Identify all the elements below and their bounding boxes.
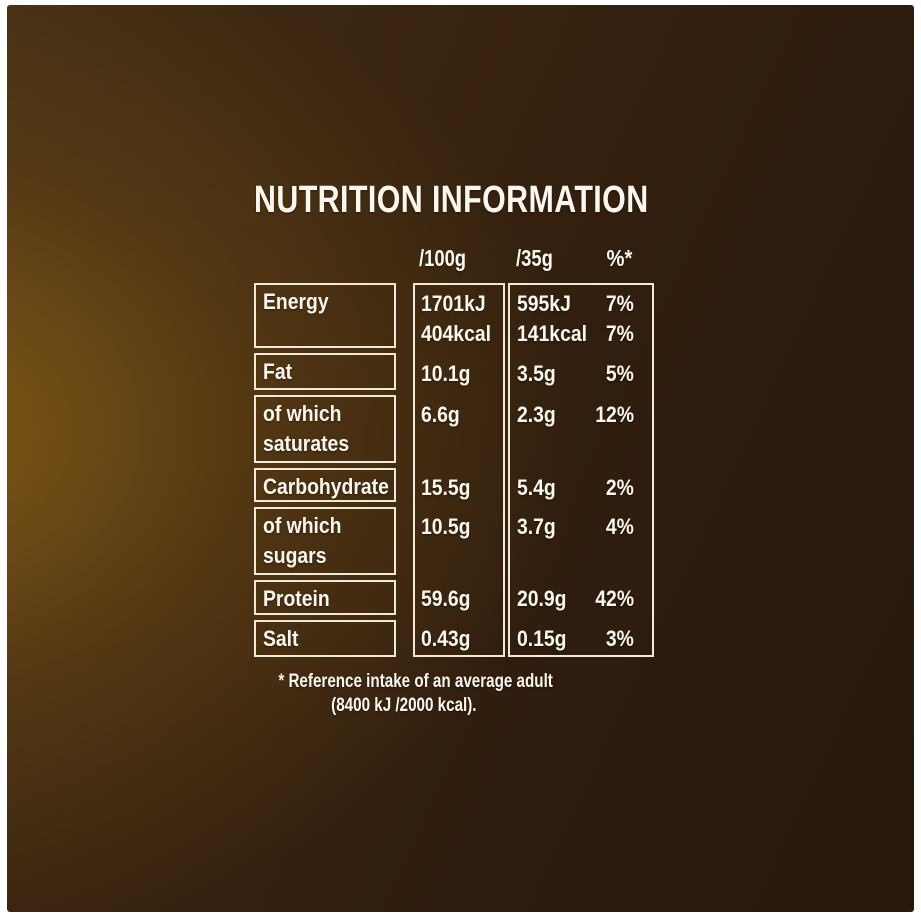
value-saturates-percent: 12%: [595, 402, 635, 428]
footnote: * Reference intake of an average adult (…: [244, 670, 564, 718]
value-energy-percent: 7% 7%: [606, 291, 634, 346]
column-gap: [396, 283, 413, 657]
row-label-saturates: of which saturates: [254, 395, 396, 463]
label-background: [7, 5, 914, 912]
row-label-sugars: of which sugars: [254, 507, 396, 575]
value-salt-per35g: 0.15g 3%: [510, 620, 652, 655]
row-label-energy: Energy: [254, 283, 396, 348]
value-saturates-per35g: 2.3g 12%: [510, 396, 652, 464]
column-header-per100g: /100g: [419, 245, 467, 271]
value-saturates-per100g: 6.6g: [421, 402, 460, 428]
row-label-protein: Protein: [254, 580, 396, 615]
value-carbohydrate-percent: 2%: [606, 474, 634, 500]
value-carbohydrate-per100g: 15.5g: [421, 474, 471, 500]
footnote-line1: * Reference intake of an average adult: [278, 671, 553, 692]
value-carbohydrate-per35g: 5.4g 2%: [510, 469, 652, 503]
value-energy-per100g: 1701kJ 404kcal: [421, 291, 491, 346]
column-header-per35g-percent: /35g %*: [508, 245, 654, 272]
value-salt-per100g: 0.43g: [421, 626, 471, 652]
value-energy-per35g: 595kJ 141kcal 7% 7%: [510, 285, 652, 350]
value-fat-percent: 5%: [606, 360, 634, 386]
value-salt-percent: 3%: [606, 626, 634, 652]
row-label-fat: Fat: [254, 353, 396, 390]
value-sugars-per35g: 3.7g 4%: [510, 508, 652, 576]
value-protein-percent: 42%: [595, 586, 635, 612]
value-sugars-percent: 4%: [606, 513, 634, 539]
footnote-line2: (8400 kJ /2000 kcal).: [331, 695, 477, 716]
per-35g-column: 595kJ 141kcal 7% 7% 3.5g 5% 2.3g 12% 5.4…: [508, 283, 654, 657]
column-headers: /100g /35g %*: [413, 238, 654, 272]
value-sugars-per100g: 10.5g: [421, 513, 471, 539]
column-header-per35g: /35g: [516, 245, 553, 271]
row-label-carbohydrate: Carbohydrate: [254, 468, 396, 502]
page-title: NUTRITION INFORMATION: [254, 178, 747, 222]
value-fat-per100g: 10.1g: [421, 360, 471, 386]
row-label-salt: Salt: [254, 620, 396, 657]
value-fat-per35g: 3.5g 5%: [510, 355, 652, 392]
page-title-text: NUTRITION INFORMATION: [254, 179, 649, 221]
nutrition-table: Energy Fat of which saturates Carbohydra…: [254, 283, 654, 657]
value-protein-per35g: 20.9g 42%: [510, 580, 652, 615]
per-100g-column: 1701kJ 404kcal 10.1g 6.6g 15.5g 10.5g 59…: [413, 283, 505, 657]
column-header-percent: %*: [606, 245, 632, 271]
labels-column: Energy Fat of which saturates Carbohydra…: [254, 283, 396, 657]
value-protein-per100g: 59.6g: [421, 586, 471, 612]
